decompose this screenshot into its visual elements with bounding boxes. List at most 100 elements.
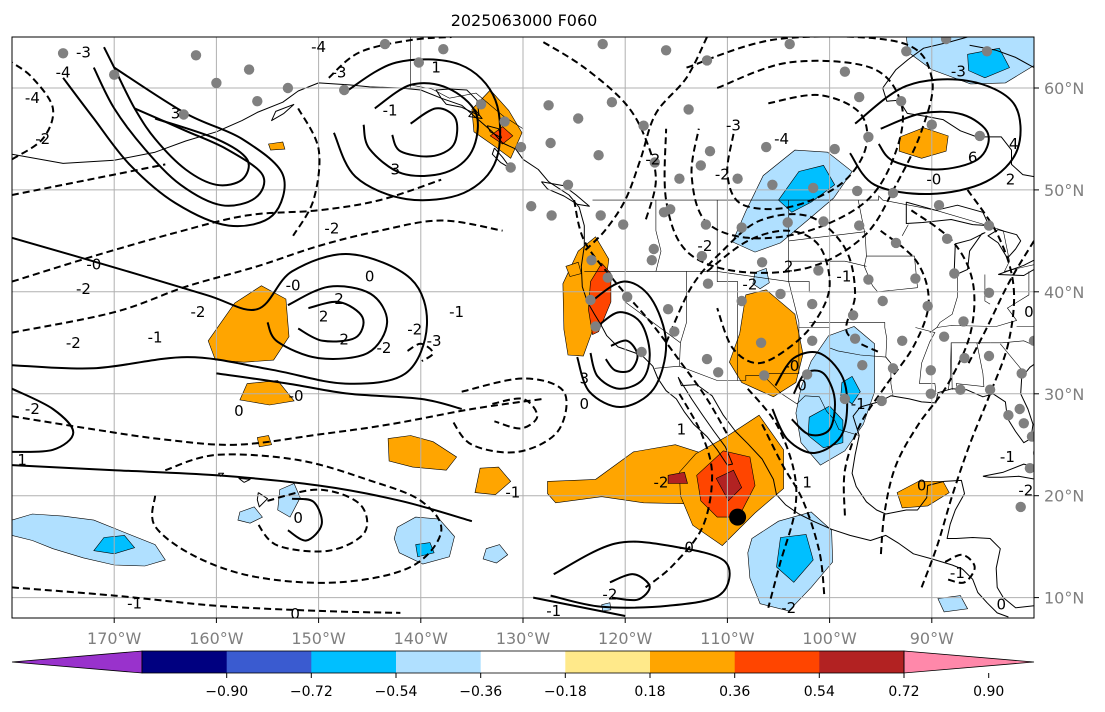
shaded-region-nw-corner-core	[967, 47, 1010, 79]
contour-low-alaska-2	[332, 58, 502, 202]
contour-label: 4	[1009, 135, 1019, 153]
station-dot	[282, 82, 294, 94]
station-dot	[562, 179, 574, 190]
station-dot	[767, 179, 778, 190]
colorbar-frame	[141, 650, 905, 674]
contour-label: -1	[546, 602, 561, 620]
contour-label: -2	[377, 339, 392, 357]
coastline-3	[982, 463, 1034, 480]
contour-solid-ones-4	[287, 497, 323, 542]
lat-tick-label: 30°N	[1044, 385, 1084, 404]
coastline-12	[953, 232, 986, 275]
station-dot	[761, 141, 772, 153]
contour-label: -2	[654, 473, 669, 491]
contour-solid-ones-0	[12, 464, 473, 523]
contour-coast-zero-dash-0	[573, 199, 729, 435]
contour-label: 1	[802, 473, 812, 491]
coastline-13	[987, 229, 1022, 259]
colorbar-tick-label: −0.18	[544, 684, 587, 700]
contour-label: 0	[917, 477, 927, 495]
colorbar-tick-label: 0.18	[634, 684, 665, 700]
station-dot	[1018, 418, 1029, 429]
station-dot	[897, 335, 908, 346]
contour-label: -2	[645, 150, 660, 168]
station-dot	[1024, 463, 1034, 474]
shaded-region-gulf-orange	[896, 481, 950, 509]
coastline-9	[491, 147, 512, 169]
contour-dashed-pac-south-2	[256, 488, 369, 553]
shaded-region-canada-blob-core	[778, 165, 836, 213]
station-dot	[701, 55, 713, 66]
contour-label: -2	[76, 280, 91, 298]
contour-label: -4	[56, 64, 71, 82]
figure-title: 2025063000 F060	[451, 11, 598, 30]
station-dot	[829, 143, 840, 155]
station-dot	[662, 304, 674, 315]
station-dot	[499, 116, 510, 127]
contour-low-alaska-1	[362, 82, 479, 177]
coastline-4	[1050, 512, 1070, 518]
contour-label: 2	[1006, 171, 1016, 189]
contour-labels: -3-4-4-2-0-2-2 -13-4-3-113-2022-02-2-1-3-…	[17, 38, 1033, 620]
contour-low-cali-2	[576, 280, 668, 409]
station-dot	[736, 222, 747, 233]
station-dot	[910, 273, 921, 284]
contour-dashed-canada-1	[690, 59, 904, 240]
station-dot	[818, 216, 829, 227]
station-dot	[438, 44, 449, 55]
shaded-region-mex-darkred2	[667, 471, 688, 484]
contour-label: 1	[431, 59, 441, 77]
station-dot	[701, 353, 713, 365]
contour-label: -2	[1018, 482, 1033, 500]
contour-label: -2	[602, 586, 617, 604]
contour-low-cali-1	[589, 311, 651, 390]
contour-label: -4	[774, 130, 789, 148]
coastline-2	[851, 435, 1034, 609]
station-dot	[782, 217, 793, 228]
station-dot	[669, 326, 680, 337]
contour-dashed-north-pac-1	[12, 61, 55, 161]
station-dot	[593, 150, 604, 161]
lat-tick-label: 50°N	[1044, 181, 1084, 200]
contour-solid-ones-1	[216, 372, 462, 410]
contour-label: -1	[950, 564, 965, 582]
shaded-region-pac-small-2	[277, 483, 301, 518]
station-dot	[573, 113, 584, 124]
coastline-1	[852, 363, 1034, 444]
station-dot	[755, 337, 767, 348]
station-markers	[57, 37, 1034, 513]
contour-dashed-pac-south-1	[151, 453, 443, 584]
contour-dashed-southwest-3	[761, 423, 826, 598]
contour-label: -3	[951, 63, 966, 81]
contour-label: -0	[926, 171, 941, 189]
station-dot	[648, 243, 659, 255]
contour-dashed-east-1	[879, 209, 976, 557]
lon-tick-label: 90°W	[910, 629, 954, 648]
lon-tick-label: 170°W	[87, 629, 142, 648]
station-dot	[526, 201, 537, 212]
station-dot	[585, 294, 596, 306]
contour-dashed-north-pac-3	[292, 107, 321, 237]
contour-label: 0	[234, 402, 244, 420]
contour-label: 2	[784, 257, 794, 275]
station-dot	[618, 219, 629, 230]
contour-label: 3	[580, 370, 590, 388]
contour-label: -4	[25, 89, 40, 107]
station-dot	[984, 384, 996, 395]
contour-label: -2	[324, 220, 339, 238]
station-dot	[649, 157, 660, 168]
contour-label: -2	[407, 321, 422, 339]
colorbar-swatch	[311, 651, 397, 673]
station-dot	[983, 220, 995, 231]
station-dot	[839, 393, 851, 405]
station-dot	[646, 255, 657, 266]
station-dot	[974, 130, 985, 142]
contour-label: -2	[25, 400, 40, 418]
station-dot	[505, 162, 516, 173]
contour-label: 3	[171, 104, 181, 122]
station-dot	[876, 395, 887, 407]
coastline-6	[238, 477, 251, 483]
contour-label: -3	[332, 64, 347, 82]
coastline-11	[905, 201, 990, 227]
station-dot	[1026, 431, 1034, 442]
